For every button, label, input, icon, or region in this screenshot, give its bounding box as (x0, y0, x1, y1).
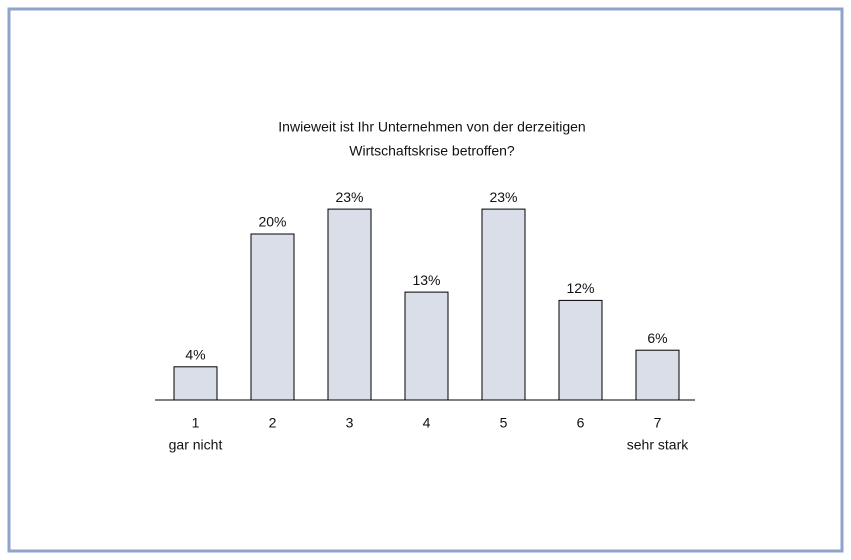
bar (250, 233, 295, 401)
bar (327, 208, 372, 401)
x-tick-label: 1 (192, 415, 200, 431)
x-tick-label: 5 (500, 415, 508, 431)
x-tick-note: gar nicht (169, 437, 223, 453)
data-label: 6% (647, 330, 667, 346)
x-tick-label: 2 (269, 415, 277, 431)
x-tick-label: 4 (423, 415, 431, 431)
bar (173, 366, 218, 401)
bar (481, 208, 526, 401)
data-label: 23% (489, 189, 517, 205)
frame (7, 7, 844, 553)
x-tick-label: 6 (577, 415, 585, 431)
data-label: 13% (412, 272, 440, 288)
x-tick-label: 7 (654, 415, 662, 431)
bar (404, 291, 449, 401)
x-tick-note: sehr stark (627, 437, 689, 453)
bar (558, 299, 603, 401)
x-tick-label: 3 (346, 415, 354, 431)
bar (635, 349, 680, 401)
data-label: 23% (335, 189, 363, 205)
data-label: 12% (566, 280, 594, 296)
data-label: 4% (185, 347, 205, 363)
chart-title: Inwieweit ist Ihr Unternehmen von der de… (278, 119, 585, 135)
chart-title: Wirtschaftskrise betroffen? (349, 143, 515, 159)
data-label: 20% (258, 214, 286, 230)
